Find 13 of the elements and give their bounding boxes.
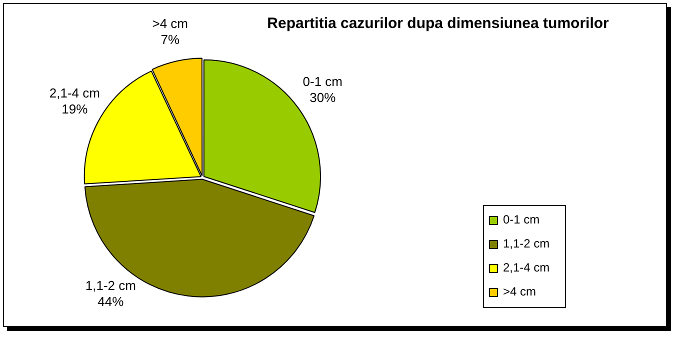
legend-label: 1,1-2 cm (503, 236, 550, 250)
slice-label: 0-1 cm (302, 74, 343, 89)
slice-label: 2,1-4 cm (49, 85, 100, 100)
legend-label: 0-1 cm (503, 212, 540, 226)
data-label: 44% (98, 294, 124, 309)
chart-title: Repartitia cazurilor dupa dimensiunea tumorilor (267, 15, 610, 32)
data-label: 30% (310, 90, 336, 105)
data-label: 7% (160, 32, 180, 48)
legend-label: 2,1-4 cm (503, 260, 550, 274)
legend-label: >4 cm (503, 284, 536, 298)
slice-label: 1,1-2 cm (85, 278, 136, 293)
data-label: 19% (62, 101, 88, 116)
slice-label: >4 cm (152, 16, 188, 32)
